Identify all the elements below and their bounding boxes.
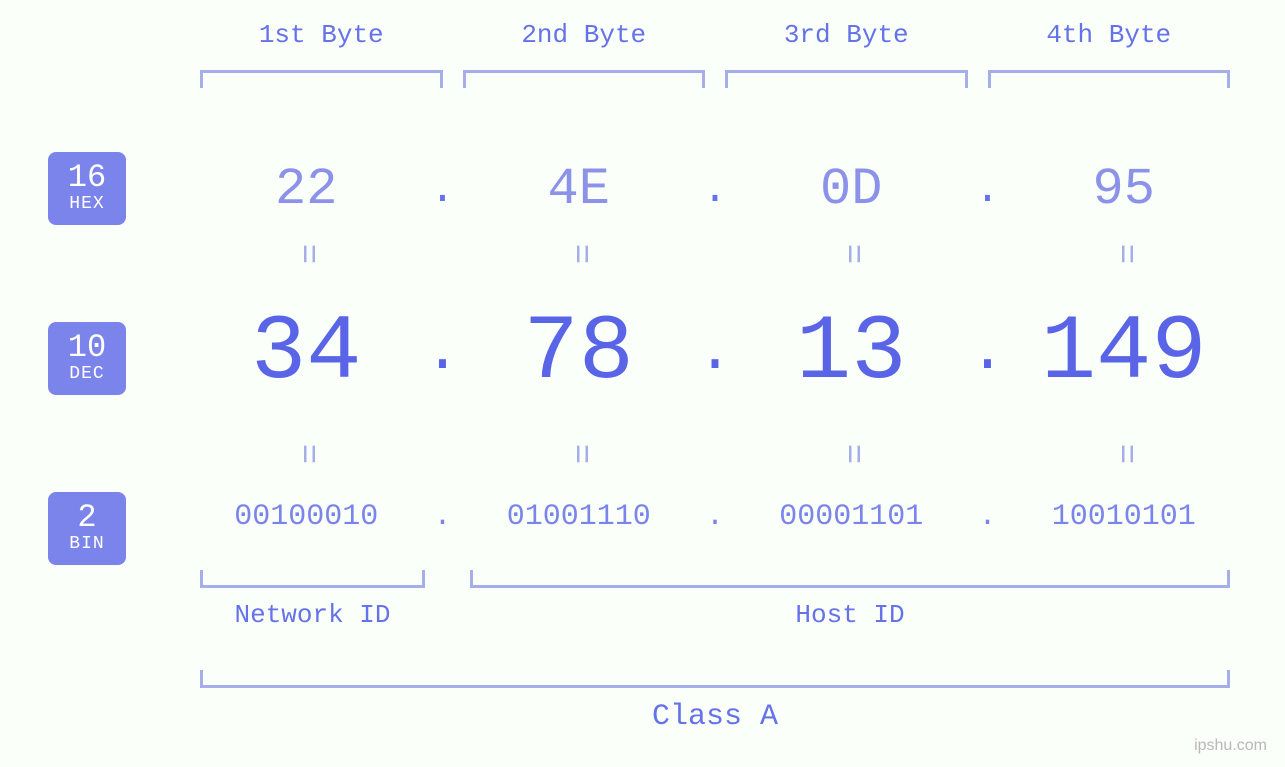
dec-base-num: 10 [68, 330, 106, 365]
dot: . [695, 500, 735, 534]
host-id-bracket-icon [470, 570, 1230, 588]
byte-header-4: 4th Byte [978, 20, 1241, 50]
dec-byte-4: 149 [1008, 300, 1241, 405]
dot: . [423, 166, 463, 214]
top-brackets [190, 70, 1240, 100]
hex-byte-2: 4E [463, 160, 696, 219]
dec-base-label: DEC [69, 365, 104, 385]
equals-row-2: = = = = [190, 435, 1240, 473]
bracket-icon [988, 70, 1231, 88]
bin-byte-2: 01001110 [463, 500, 696, 534]
hex-row: 22 . 4E . 0D . 95 [190, 160, 1240, 219]
byte-header-1: 1st Byte [190, 20, 453, 50]
network-id-label: Network ID [200, 600, 425, 630]
class-bracket-icon [200, 670, 1230, 688]
host-id-label: Host ID [470, 600, 1230, 630]
bin-badge: 2 BIN [48, 492, 126, 565]
dot: . [968, 166, 1008, 214]
class-label: Class A [200, 700, 1230, 734]
hex-badge: 16 HEX [48, 152, 126, 225]
bin-byte-1: 00100010 [190, 500, 423, 534]
byte-header-3: 3rd Byte [715, 20, 978, 50]
dec-byte-2: 78 [463, 300, 696, 405]
hex-base-label: HEX [69, 195, 104, 215]
bin-byte-3: 00001101 [735, 500, 968, 534]
dot: . [695, 319, 735, 387]
equals-icon: = [287, 244, 325, 264]
watermark: ipshu.com [1194, 737, 1267, 755]
dec-badge: 10 DEC [48, 322, 126, 395]
hex-byte-3: 0D [735, 160, 968, 219]
dot: . [968, 500, 1008, 534]
dot: . [423, 319, 463, 387]
bin-base-num: 2 [77, 500, 96, 535]
hex-byte-4: 95 [1008, 160, 1241, 219]
dot: . [968, 319, 1008, 387]
byte-headers: 1st Byte 2nd Byte 3rd Byte 4th Byte [190, 20, 1240, 50]
hex-byte-1: 22 [190, 160, 423, 219]
network-id-bracket-icon [200, 570, 425, 588]
equals-icon: = [560, 244, 598, 264]
equals-icon: = [1105, 244, 1143, 264]
equals-icon: = [560, 444, 598, 464]
dot: . [695, 166, 735, 214]
dec-byte-1: 34 [190, 300, 423, 405]
dec-byte-3: 13 [735, 300, 968, 405]
equals-row-1: = = = = [190, 235, 1240, 273]
dot: . [423, 500, 463, 534]
bracket-icon [200, 70, 443, 88]
hex-base-num: 16 [68, 160, 106, 195]
bracket-icon [725, 70, 968, 88]
equals-icon: = [1105, 444, 1143, 464]
equals-icon: = [832, 444, 870, 464]
bracket-icon [463, 70, 706, 88]
bin-base-label: BIN [69, 535, 104, 555]
bin-byte-4: 10010101 [1008, 500, 1241, 534]
equals-icon: = [287, 444, 325, 464]
equals-icon: = [832, 244, 870, 264]
dec-row: 34 . 78 . 13 . 149 [190, 300, 1240, 405]
byte-header-2: 2nd Byte [453, 20, 716, 50]
bin-row: 00100010 . 01001110 . 00001101 . 1001010… [190, 500, 1240, 534]
